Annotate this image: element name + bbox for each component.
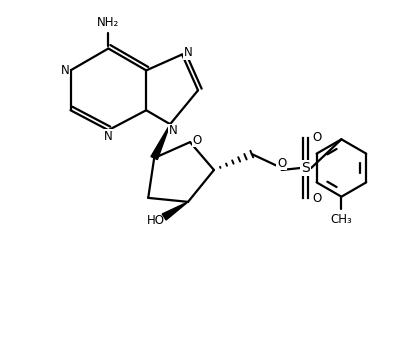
- Text: CH₃: CH₃: [330, 214, 352, 226]
- Text: N: N: [104, 130, 113, 143]
- Text: NH₂: NH₂: [97, 16, 120, 29]
- Polygon shape: [151, 124, 170, 159]
- Text: N: N: [184, 46, 192, 59]
- Text: O: O: [277, 157, 286, 170]
- Text: O: O: [312, 131, 321, 144]
- Text: N: N: [61, 64, 70, 77]
- Text: O: O: [192, 134, 202, 147]
- Polygon shape: [162, 202, 188, 220]
- Text: S: S: [301, 161, 310, 175]
- Text: N: N: [168, 124, 177, 137]
- Text: O: O: [312, 192, 321, 205]
- Text: HO: HO: [146, 214, 164, 227]
